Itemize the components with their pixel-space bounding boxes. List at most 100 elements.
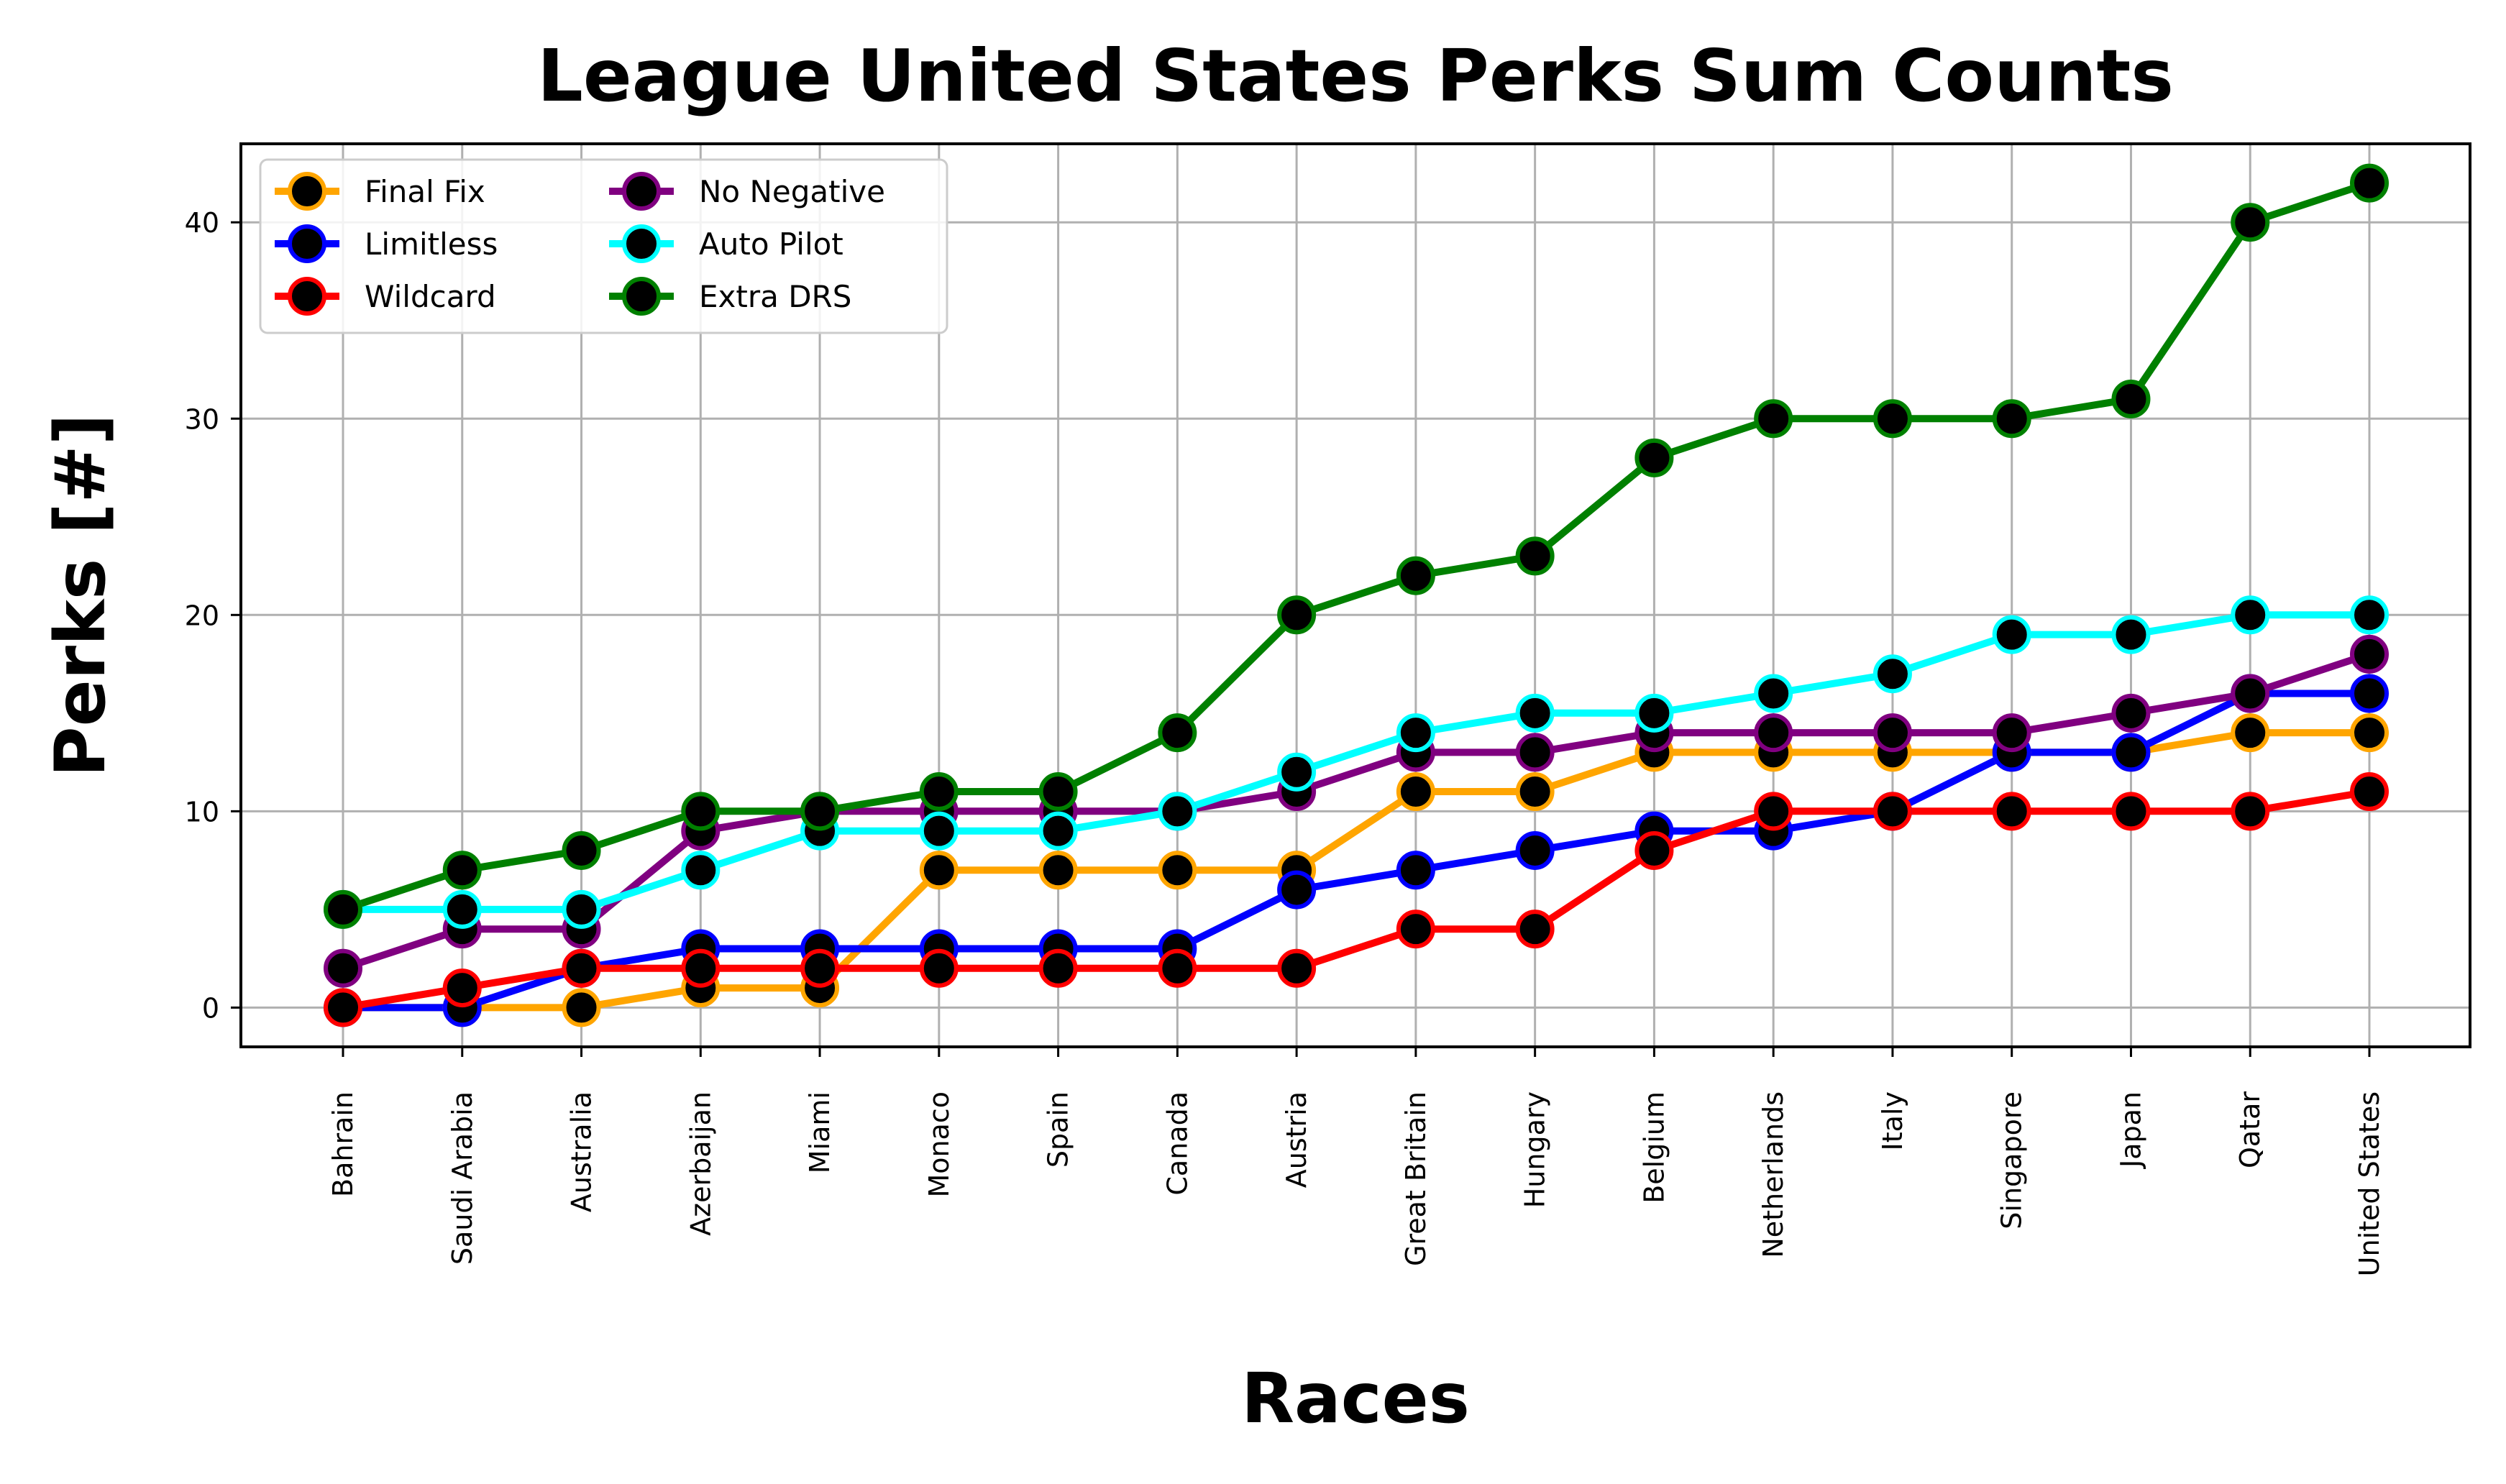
data-point: [1158, 713, 1197, 753]
x-tick-label: Monaco: [923, 1091, 955, 1198]
data-point: [562, 889, 601, 929]
legend-marker: [288, 277, 326, 316]
x-tick-label: United States: [2354, 1091, 2385, 1276]
y-tick-label: 30: [185, 403, 219, 435]
data-point: [800, 948, 840, 988]
data-point: [1158, 851, 1197, 890]
data-point: [442, 968, 482, 1008]
x-tick-label: Japan: [2115, 1091, 2146, 1169]
data-point: [562, 830, 601, 870]
x-tick-label: Hungary: [1519, 1091, 1551, 1208]
legend-marker: [622, 277, 661, 316]
legend-box: [259, 158, 948, 334]
y-axis-label: Perks [#]: [40, 413, 121, 777]
series-points: [324, 163, 2389, 1027]
data-point: [919, 851, 959, 890]
data-point: [1396, 713, 1435, 753]
data-point: [2350, 595, 2389, 635]
data-point: [2350, 772, 2389, 812]
data-point: [1515, 772, 1555, 812]
x-axis-label: Races: [1241, 1358, 1470, 1439]
y-axis-ticks: 0 10 20 30 40: [185, 207, 241, 1024]
data-point: [2231, 674, 2270, 713]
legend-label: Limitless: [365, 226, 498, 262]
data-point: [1754, 792, 1793, 831]
data-point: [1038, 811, 1078, 851]
x-tick-label: Azerbaijan: [685, 1091, 716, 1236]
data-point: [2350, 163, 2389, 203]
data-point: [1515, 910, 1555, 949]
y-tick-label: 20: [185, 600, 219, 631]
x-tick-label: Australia: [566, 1091, 598, 1212]
x-tick-label: Singapore: [1996, 1091, 2028, 1229]
data-point: [562, 988, 601, 1027]
data-point: [919, 772, 959, 812]
data-point: [1992, 615, 2031, 654]
data-point: [1038, 851, 1078, 890]
data-point: [1754, 674, 1793, 713]
y-tick-label: 0: [202, 992, 219, 1024]
data-point: [1872, 399, 1912, 439]
data-point: [1872, 713, 1912, 753]
data-point: [1992, 792, 2031, 831]
data-point: [2111, 693, 2151, 733]
data-point: [1158, 792, 1197, 831]
data-point: [1396, 772, 1435, 812]
data-point: [1872, 792, 1912, 831]
data-point: [1515, 536, 1555, 576]
data-point: [1277, 948, 1317, 988]
data-point: [1396, 910, 1435, 949]
data-point: [681, 851, 721, 890]
x-tick-label: Miami: [804, 1091, 836, 1173]
data-point: [1277, 752, 1317, 792]
data-point: [2111, 615, 2151, 654]
data-point: [800, 792, 840, 831]
data-point: [324, 988, 362, 1027]
data-point: [2231, 792, 2270, 831]
x-tick-label: Bahrain: [327, 1091, 359, 1197]
data-point: [2350, 674, 2389, 713]
y-tick-label: 10: [185, 796, 219, 828]
x-tick-label: Canada: [1161, 1091, 1193, 1196]
legend-marker: [622, 172, 661, 211]
legend: Final Fix Limitless Wildcard No Negative Aut…: [259, 158, 948, 334]
x-tick-label: Great Britain: [1400, 1091, 1432, 1266]
data-point: [919, 948, 959, 988]
data-point: [1038, 772, 1078, 812]
data-point: [2350, 713, 2389, 753]
data-point: [2231, 713, 2270, 753]
x-tick-label: Belgium: [1638, 1091, 1670, 1204]
series-line: [343, 611, 2369, 913]
x-tick-label: Austria: [1281, 1091, 1312, 1188]
data-point: [2111, 792, 2151, 831]
data-point: [442, 889, 482, 929]
legend-marker: [288, 172, 326, 211]
data-point: [1515, 830, 1555, 870]
legend-label: Auto Pilot: [699, 226, 843, 262]
series-line: [343, 690, 2369, 1012]
data-point: [1992, 713, 2031, 753]
series-lines: [342, 179, 2371, 1012]
data-point: [1515, 733, 1555, 772]
y-tick-label: 40: [185, 207, 219, 239]
data-point: [1634, 693, 1674, 733]
x-tick-label: Qatar: [2234, 1091, 2266, 1168]
legend-marker: [622, 224, 661, 263]
data-point: [1992, 399, 2031, 439]
data-point: [1277, 595, 1317, 635]
data-point: [562, 948, 601, 988]
data-point: [1277, 870, 1317, 910]
data-point: [1158, 948, 1197, 988]
data-point: [1038, 948, 1078, 988]
data-point: [1872, 654, 1912, 694]
data-point: [1396, 556, 1435, 595]
plot-frame: [239, 142, 2471, 1048]
data-point: [324, 889, 362, 929]
data-point: [2350, 634, 2389, 674]
x-tick-label: Italy: [1877, 1091, 1908, 1150]
data-point: [1754, 713, 1793, 753]
data-point: [2231, 595, 2270, 635]
legend-label: Wildcard: [365, 279, 496, 314]
legend-marker: [288, 224, 326, 263]
